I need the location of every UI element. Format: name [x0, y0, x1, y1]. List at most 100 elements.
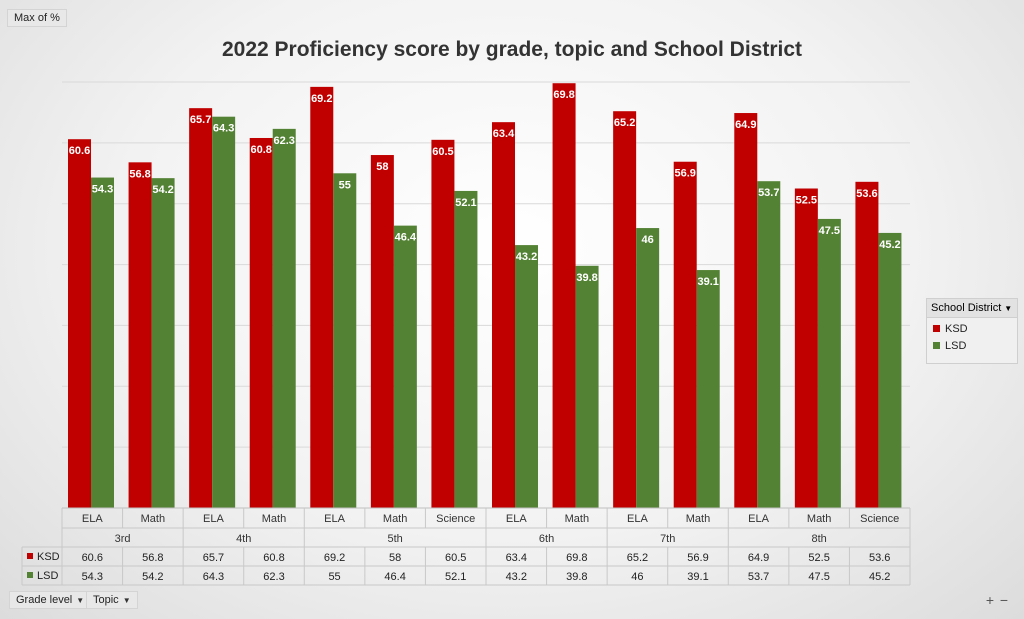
data-label: 60.8 [251, 144, 272, 156]
bar-ksd[interactable] [68, 139, 91, 508]
dropdown-arrow-icon[interactable]: ▼ [1004, 304, 1013, 313]
legend-item-lsd: LSD [927, 335, 1017, 352]
topic-tick-label: Math [686, 513, 710, 525]
data-label: 39.8 [576, 272, 597, 284]
legend-label-lsd: LSD [945, 340, 967, 352]
bar-lsd[interactable] [272, 128, 296, 509]
bar-lsd[interactable] [454, 190, 478, 509]
grade-tick-label: 4th [236, 533, 251, 545]
dropdown-arrow-icon[interactable]: ▼ [76, 596, 85, 605]
bar-ksd[interactable] [794, 188, 818, 509]
bar-ksd[interactable] [492, 122, 515, 508]
topic-tick-label: Science [860, 513, 899, 525]
legend-field-button[interactable]: School District ▼ [927, 299, 1017, 318]
topic-tick-label: ELA [506, 513, 527, 525]
table-cell-lsd: 39.8 [566, 571, 587, 583]
data-label: 52.5 [796, 195, 817, 207]
bar-ksd[interactable] [734, 113, 758, 508]
grade-level-field-button[interactable]: Grade level ▼ [9, 591, 92, 609]
table-cell-ksd: 69.2 [324, 552, 345, 564]
bar-lsd[interactable] [575, 265, 599, 508]
bar-lsd[interactable] [817, 218, 841, 508]
topic-tick-label: ELA [203, 513, 224, 525]
topic-tick-label: ELA [324, 513, 345, 525]
chart-title: 2022 Proficiency score by grade, topic a… [221, 38, 803, 61]
data-label: 43.2 [516, 251, 537, 263]
bar-ksd[interactable] [613, 111, 637, 508]
bar-lsd[interactable] [91, 177, 114, 508]
legend: School District ▼ KSD LSD [926, 298, 1018, 364]
table-cell-lsd: 45.2 [869, 571, 890, 583]
table-cell-lsd: 54.2 [142, 571, 163, 583]
data-label: 54.2 [152, 184, 173, 196]
table-cell-ksd: 60.5 [445, 552, 466, 564]
data-label: 63.4 [493, 128, 515, 140]
table-cell-ksd: 56.8 [142, 552, 163, 564]
bar-lsd[interactable] [212, 116, 236, 508]
topic-label: Topic [93, 594, 119, 606]
table-cell-ksd: 53.6 [869, 552, 890, 564]
data-label: 60.6 [69, 145, 90, 157]
topic-tick-label: ELA [82, 513, 103, 525]
bar-ksd[interactable] [431, 139, 455, 509]
table-cell-lsd: 46.4 [384, 571, 405, 583]
legend-label-ksd: KSD [945, 323, 968, 335]
data-label: 64.3 [213, 123, 234, 135]
ksd-swatch-icon [933, 325, 940, 332]
bar-lsd[interactable] [515, 245, 538, 508]
dropdown-arrow-icon[interactable]: ▼ [122, 596, 131, 605]
bar-lsd[interactable] [151, 178, 175, 508]
topic-tick-label: Science [436, 513, 475, 525]
bar-lsd[interactable] [878, 232, 902, 508]
topic-tick-label: Math [141, 513, 165, 525]
data-label: 62.3 [274, 135, 295, 147]
table-cell-lsd: 55 [328, 571, 340, 583]
data-label: 53.6 [856, 188, 877, 200]
topic-tick-label: Math [807, 513, 831, 525]
table-cell-ksd: 64.9 [748, 552, 769, 564]
bar-ksd[interactable] [128, 162, 152, 508]
grade-tick-label: 6th [539, 533, 554, 545]
bar-ksd[interactable] [370, 155, 394, 508]
bar-ksd[interactable] [310, 86, 334, 509]
table-cell-lsd: 52.1 [445, 571, 466, 583]
zoom-in-button[interactable]: + [985, 592, 995, 608]
grade-tick-label: 3rd [115, 533, 131, 545]
table-cell-lsd: 46 [631, 571, 643, 583]
bar-ksd[interactable] [552, 83, 576, 509]
data-label: 53.7 [758, 187, 779, 199]
series-key-icon [27, 572, 33, 578]
data-label: 52.1 [455, 197, 476, 209]
data-label: 47.5 [819, 225, 840, 237]
bar-ksd[interactable] [855, 181, 879, 508]
bar-ksd[interactable] [249, 137, 273, 508]
bar-lsd[interactable] [757, 181, 781, 508]
data-label: 55 [339, 179, 351, 191]
series-row-label: KSD [37, 551, 60, 563]
data-label: 69.8 [553, 89, 574, 101]
table-cell-lsd: 39.1 [687, 571, 708, 583]
table-cell-lsd: 53.7 [748, 571, 769, 583]
bar-lsd[interactable] [696, 270, 720, 508]
bar-lsd[interactable] [333, 173, 357, 509]
data-label: 54.3 [92, 184, 113, 196]
value-field-button[interactable]: Max of % [7, 9, 67, 27]
bar-lsd[interactable] [636, 228, 660, 509]
table-cell-ksd: 69.8 [566, 552, 587, 564]
data-label: 65.2 [614, 117, 635, 129]
data-label: 39.1 [698, 276, 719, 288]
topic-tick-label: ELA [748, 513, 769, 525]
bar-ksd[interactable] [673, 161, 697, 509]
table-cell-lsd: 54.3 [82, 571, 103, 583]
table-cell-ksd: 56.9 [687, 552, 708, 564]
data-label: 46 [642, 234, 654, 246]
lsd-swatch-icon [933, 342, 940, 349]
zoom-out-button[interactable]: − [999, 592, 1009, 608]
topic-tick-label: Math [565, 513, 589, 525]
bar-ksd[interactable] [189, 108, 213, 508]
value-field-label: Max of % [14, 12, 60, 24]
bar-lsd[interactable] [393, 225, 417, 508]
topic-field-button[interactable]: Topic ▼ [86, 591, 138, 609]
table-cell-ksd: 65.2 [627, 552, 648, 564]
